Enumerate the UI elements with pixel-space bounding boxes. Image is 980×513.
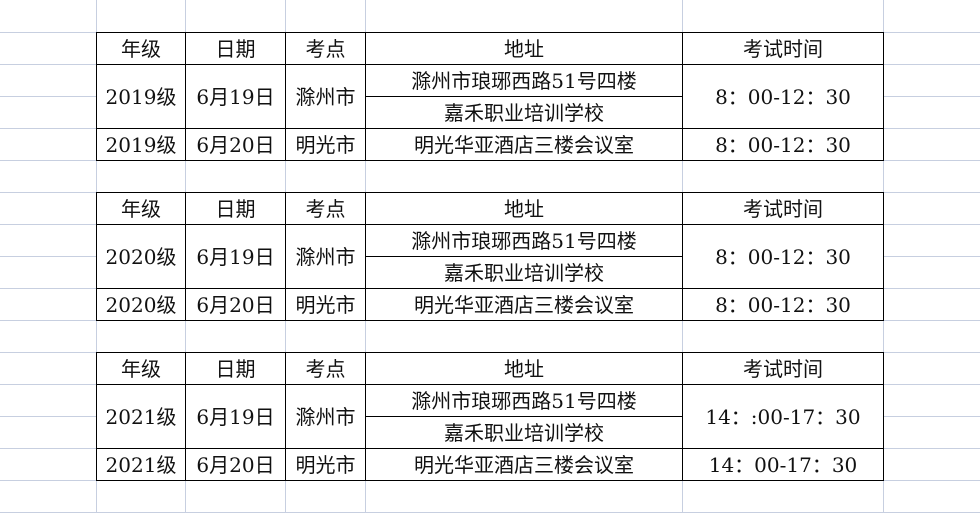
time-cell[interactable]: 8：00-12：30 <box>682 64 884 129</box>
address-line[interactable]: 滁州市琅琊西路51号四楼 <box>366 385 682 417</box>
time-cell[interactable]: 14：00-17：30 <box>682 448 884 481</box>
date-cell[interactable]: 6月20日 <box>185 288 286 321</box>
grade-cell[interactable]: 2021级 <box>96 448 186 481</box>
header-cell[interactable]: 考点 <box>285 352 366 385</box>
address-cell[interactable]: 滁州市琅琊西路51号四楼嘉禾职业培训学校 <box>365 384 683 449</box>
grade-cell[interactable]: 2020级 <box>96 288 186 321</box>
site-cell[interactable]: 滁州市 <box>285 384 366 449</box>
time-cell[interactable]: 8：00-12：30 <box>682 224 884 289</box>
header-cell[interactable]: 考试时间 <box>682 32 884 65</box>
date-cell[interactable]: 6月19日 <box>185 384 286 449</box>
address-cell[interactable]: 明光华亚酒店三楼会议室 <box>365 448 683 481</box>
site-cell[interactable]: 明光市 <box>285 288 366 321</box>
header-cell[interactable]: 考试时间 <box>682 192 884 225</box>
site-cell[interactable]: 滁州市 <box>285 224 366 289</box>
date-cell[interactable]: 6月20日 <box>185 128 286 161</box>
site-cell[interactable]: 明光市 <box>285 448 366 481</box>
header-cell[interactable]: 考点 <box>285 192 366 225</box>
address-line[interactable]: 滁州市琅琊西路51号四楼 <box>366 225 682 257</box>
grade-cell[interactable]: 2020级 <box>96 224 186 289</box>
date-cell[interactable]: 6月19日 <box>185 224 286 289</box>
grade-cell[interactable]: 2019级 <box>96 128 186 161</box>
header-cell[interactable]: 考试时间 <box>682 352 884 385</box>
time-cell[interactable]: 8：00-12：30 <box>682 128 884 161</box>
time-cell[interactable]: 8：00-12：30 <box>682 288 884 321</box>
address-line[interactable]: 嘉禾职业培训学校 <box>444 100 604 125</box>
address-cell[interactable]: 明光华亚酒店三楼会议室 <box>365 128 683 161</box>
header-cell[interactable]: 年级 <box>96 352 186 385</box>
date-cell[interactable]: 6月20日 <box>185 448 286 481</box>
header-cell[interactable]: 地址 <box>365 32 683 65</box>
site-cell[interactable]: 滁州市 <box>285 64 366 129</box>
address-line[interactable]: 滁州市琅琊西路51号四楼 <box>366 65 682 97</box>
site-cell[interactable]: 明光市 <box>285 128 366 161</box>
header-cell[interactable]: 日期 <box>185 192 286 225</box>
address-cell[interactable]: 明光华亚酒店三楼会议室 <box>365 288 683 321</box>
header-cell[interactable]: 年级 <box>96 32 186 65</box>
time-cell[interactable]: 14：:00-17：30 <box>682 384 884 449</box>
address-cell[interactable]: 滁州市琅琊西路51号四楼嘉禾职业培训学校 <box>365 64 683 129</box>
header-cell[interactable]: 地址 <box>365 192 683 225</box>
header-cell[interactable]: 日期 <box>185 32 286 65</box>
date-cell[interactable]: 6月19日 <box>185 64 286 129</box>
address-cell[interactable]: 滁州市琅琊西路51号四楼嘉禾职业培训学校 <box>365 224 683 289</box>
header-cell[interactable]: 年级 <box>96 192 186 225</box>
grade-cell[interactable]: 2019级 <box>96 64 186 129</box>
address-line[interactable]: 嘉禾职业培训学校 <box>444 260 604 285</box>
header-cell[interactable]: 地址 <box>365 352 683 385</box>
header-cell[interactable]: 考点 <box>285 32 366 65</box>
address-line[interactable]: 嘉禾职业培训学校 <box>444 420 604 445</box>
header-cell[interactable]: 日期 <box>185 352 286 385</box>
grade-cell[interactable]: 2021级 <box>96 384 186 449</box>
